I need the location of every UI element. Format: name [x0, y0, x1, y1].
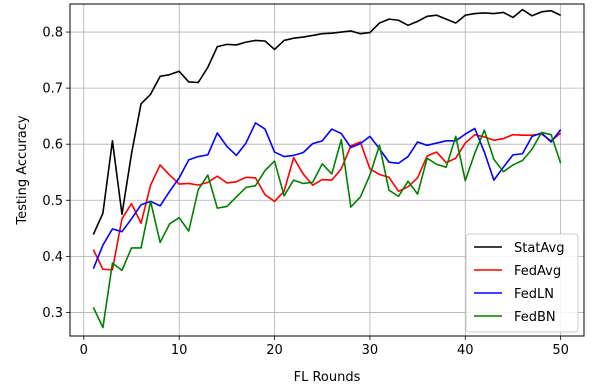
legend-label-fedln: FedLN [514, 287, 554, 302]
series-line-fedbn [92, 129, 562, 329]
series-line-fedavg [92, 132, 562, 271]
x-tick-label: 50 [552, 343, 569, 358]
x-tick-label: 20 [266, 343, 283, 358]
x-tick-label: 0 [80, 343, 88, 358]
legend: StatAvg FedAvg FedLN FedBN [465, 233, 579, 333]
legend-label-statavg: StatAvg [514, 241, 565, 256]
y-tick-label: 0.3 [42, 306, 63, 321]
y-tick-label: 0.8 [42, 26, 63, 41]
series-lines [92, 8, 562, 329]
legend-label-fedbn: FedBN [514, 310, 556, 325]
grid [70, 4, 584, 336]
y-tick-label: 0.6 [42, 138, 63, 153]
series-line-fedln [92, 122, 562, 270]
y-tick-label: 0.4 [42, 250, 63, 265]
series-line-statavg [92, 8, 561, 235]
legend-label-fedavg: FedAvg [514, 264, 561, 279]
x-tick-label: 10 [171, 343, 188, 358]
legend-box [465, 233, 579, 333]
ticks: 0 10 20 30 40 50 0.3 0.4 0.5 0.6 0.7 0.8 [42, 26, 569, 358]
x-tick-label: 30 [362, 343, 379, 358]
x-tick-label: 40 [457, 343, 474, 358]
plot-frame [69, 3, 585, 337]
y-tick-label: 0.7 [42, 82, 63, 97]
y-tick-label: 0.5 [42, 194, 63, 209]
y-axis-label: Testing Accuracy [15, 115, 30, 225]
x-axis-label: FL Rounds [294, 370, 361, 385]
